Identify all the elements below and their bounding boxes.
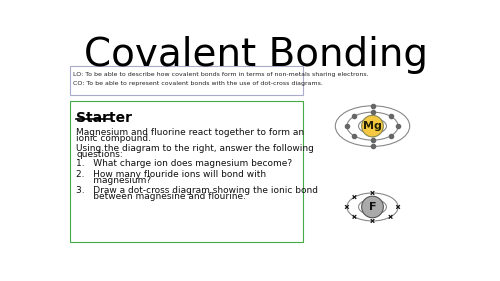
Text: 2.   How many flouride ions will bond with: 2. How many flouride ions will bond with: [76, 170, 266, 179]
Text: LO: To be able to describe how covalent bonds form in terms of non-metals sharin: LO: To be able to describe how covalent …: [74, 72, 369, 77]
Text: Covalent Bonding: Covalent Bonding: [84, 36, 428, 74]
Text: ionic compound.: ionic compound.: [76, 134, 152, 143]
Text: 1.   What charge ion does magnesium become?: 1. What charge ion does magnesium become…: [76, 159, 292, 168]
Text: magnesium?: magnesium?: [76, 176, 152, 185]
Text: between magnesine and flourine.: between magnesine and flourine.: [76, 192, 246, 201]
Text: Starter: Starter: [76, 111, 132, 125]
Text: 3.   Draw a dot-cross diagram showing the ionic bond: 3. Draw a dot-cross diagram showing the …: [76, 186, 318, 195]
Text: questions:: questions:: [76, 150, 123, 159]
Text: Using the diagram to the right, answer the following: Using the diagram to the right, answer t…: [76, 144, 314, 153]
Text: CO: To be able to represent covalent bonds with the use of dot-cross diagrams.: CO: To be able to represent covalent bon…: [74, 81, 323, 86]
Circle shape: [362, 196, 384, 218]
Text: Mg: Mg: [363, 121, 382, 131]
Text: Magnesium and fluorine react together to form an: Magnesium and fluorine react together to…: [76, 128, 304, 137]
Text: F: F: [369, 202, 376, 212]
Circle shape: [362, 115, 384, 137]
